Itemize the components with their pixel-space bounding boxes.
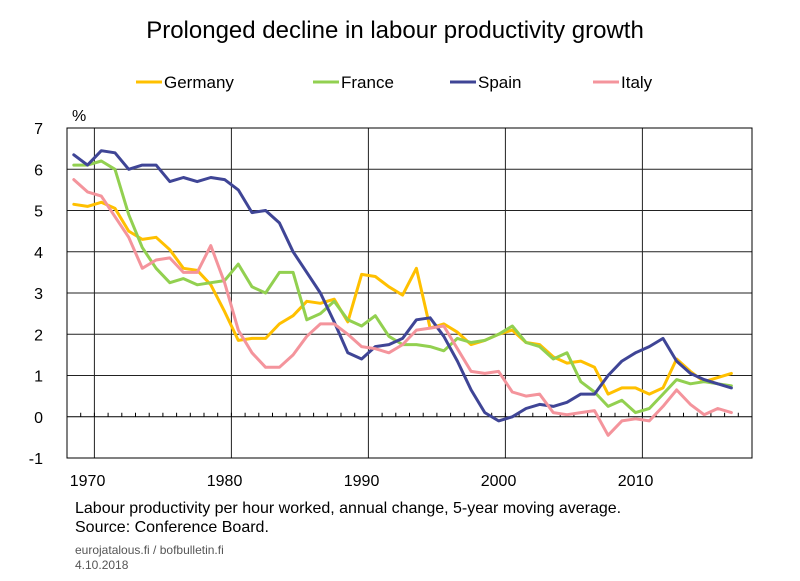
series-line-france: [72, 159, 733, 415]
x-tick-label: 2000: [481, 473, 517, 490]
x-tick-label: 1990: [344, 473, 380, 490]
y-axis-unit: %: [72, 108, 86, 125]
series-line-germany: [72, 200, 733, 396]
y-tick-label: 4: [34, 245, 43, 262]
x-tick-label: 1970: [70, 473, 106, 490]
plot-area: -1 0 1 2 3 4 5 6 7 1970 1980 1990 2000 2010: [29, 121, 753, 490]
y-tick-label: 6: [34, 162, 43, 179]
legend-label-italy: Italy: [621, 73, 653, 92]
footnote-description: Labour productivity per hour worked, ann…: [75, 500, 622, 517]
credit-site: eurojatalous.fi / bofbulletin.fi: [75, 543, 224, 557]
legend-label-france: France: [341, 73, 394, 92]
y-tick-label: 3: [34, 286, 43, 303]
legend-label-germany: Germany: [164, 73, 234, 92]
y-tick-label: 2: [34, 327, 43, 344]
series-line-italy: [72, 178, 733, 437]
plot-frame: [66, 127, 753, 459]
footnote-source: Source: Conference Board.: [75, 519, 269, 536]
y-tick-label: -1: [29, 451, 43, 468]
legend: Germany France Spain Italy: [136, 73, 653, 92]
y-tick-label: 1: [34, 369, 43, 386]
y-tick-label: 7: [34, 121, 43, 138]
y-tick-label: 0: [34, 410, 43, 427]
chart: Prolonged decline in labour productivity…: [29, 17, 753, 490]
series-line-spain: [72, 149, 733, 423]
credit-date: 4.10.2018: [75, 558, 129, 572]
x-tick-label: 2010: [618, 473, 654, 490]
x-tick-label: 1980: [207, 473, 243, 490]
legend-label-spain: Spain: [478, 73, 521, 92]
chart-title: Prolonged decline in labour productivity…: [146, 17, 644, 44]
y-tick-label: 5: [34, 204, 43, 221]
